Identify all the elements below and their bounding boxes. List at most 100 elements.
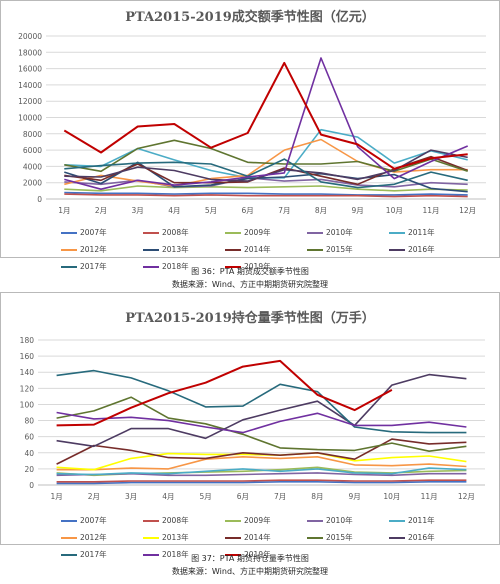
data-source: 数据来源：Wind、方正中期期货研究院整理 bbox=[171, 280, 329, 289]
legend-label: 2013年 bbox=[162, 533, 189, 542]
legend-swatch bbox=[61, 265, 77, 268]
legend-entry: 2010年 bbox=[307, 227, 389, 238]
series-line-2014年 bbox=[56, 438, 467, 465]
legend-swatch bbox=[389, 519, 405, 522]
legend-label: 2017年 bbox=[80, 262, 107, 271]
legend-entry: 2011年 bbox=[389, 227, 471, 238]
x-tick-label: 9月 bbox=[348, 492, 360, 501]
chart-title: PTA2015-2019成交额季节性图（亿元） bbox=[125, 10, 375, 25]
legend-swatch bbox=[389, 248, 405, 251]
legend-label: 2008年 bbox=[162, 516, 189, 525]
legend-label: 2010年 bbox=[326, 516, 353, 525]
legend-swatch bbox=[225, 265, 241, 268]
legend-entry: 2019年 bbox=[225, 261, 307, 272]
series-line-2007年 bbox=[64, 191, 468, 196]
figure-label: 图 36：PTA 期货成交额季节性图 bbox=[191, 267, 309, 276]
y-tick-label: 18000 bbox=[18, 48, 42, 57]
x-tick-label: 11月 bbox=[421, 492, 438, 501]
x-tick-label: 4月 bbox=[168, 206, 180, 215]
legend-label: 2007年 bbox=[80, 228, 107, 237]
legend-swatch bbox=[225, 519, 241, 522]
y-tick-label: 160 bbox=[20, 352, 35, 361]
legend-label: 2012年 bbox=[80, 245, 107, 254]
legend-swatch bbox=[389, 231, 405, 234]
legend-entry: 2009年 bbox=[225, 515, 307, 526]
legend-swatch bbox=[307, 536, 323, 539]
series-line-2015年 bbox=[64, 139, 468, 173]
turnover-chart-panel: PTA2015-2019成交额季节性图（亿元） 0 2000 4000 6000 800… bbox=[0, 0, 500, 271]
series-line-2019年 bbox=[56, 359, 393, 427]
series-line-2018年 bbox=[64, 57, 469, 190]
legend-entry: 2012年 bbox=[61, 532, 143, 543]
y-tick-label: 20000 bbox=[18, 32, 42, 41]
x-tick-label: 11月 bbox=[422, 206, 439, 215]
y-tick-label: 6000 bbox=[23, 146, 42, 155]
legend-swatch bbox=[143, 248, 159, 251]
series-line-2016年 bbox=[56, 373, 467, 448]
legend-entry: 2014年 bbox=[225, 244, 307, 255]
legend-swatch bbox=[389, 536, 405, 539]
legend-label: 2013年 bbox=[162, 245, 189, 254]
legend-label: 2014年 bbox=[244, 533, 271, 542]
legend-entry: 2013年 bbox=[143, 244, 225, 255]
data-source: 数据来源：Wind、方正中期期货研究院整理 bbox=[171, 567, 329, 576]
y-tick-label: 60 bbox=[24, 433, 34, 442]
series-line-2009年 bbox=[64, 185, 468, 192]
legend-entry: 2015年 bbox=[307, 244, 389, 255]
x-tick-label: 10月 bbox=[386, 206, 403, 215]
x-tick-label: 6月 bbox=[237, 492, 249, 501]
legend-entry: 2016年 bbox=[389, 532, 471, 543]
y-tick-label: 120 bbox=[20, 384, 35, 393]
legend-swatch bbox=[61, 519, 77, 522]
legend-label: 2016年 bbox=[408, 533, 435, 542]
x-tick-label: 7月 bbox=[278, 206, 290, 215]
legend-swatch bbox=[143, 231, 159, 234]
legend-entry: 2018年 bbox=[143, 261, 225, 272]
series-line-2018年 bbox=[56, 411, 467, 434]
y-tick-label: 180 bbox=[20, 336, 35, 345]
legend-entry: 2014年 bbox=[225, 532, 307, 543]
x-tick-label: 4月 bbox=[162, 492, 174, 501]
y-tick-label: 40 bbox=[24, 449, 34, 458]
legend-entry: 2019年 bbox=[225, 549, 307, 560]
x-tick-label: 2月 bbox=[95, 206, 107, 215]
open-interest-chart-panel: PTA2015-2019持仓量季节性图（万手） 0 20 40 60 80 100 120 1… bbox=[0, 292, 500, 559]
legend-label: 2018年 bbox=[162, 550, 189, 559]
y-tick-label: 10000 bbox=[18, 114, 42, 123]
legend-entry: 2017年 bbox=[61, 549, 143, 560]
legend-swatch bbox=[307, 231, 323, 234]
figure-37-caption: 图 37：PTA 期货持仓量季节性图 数据来源：Wind、方正中期期货研究院整理 bbox=[0, 552, 500, 578]
legend-entry: 2009年 bbox=[225, 227, 307, 238]
series-line-2013年 bbox=[56, 452, 467, 471]
legend-entry: 2012年 bbox=[61, 244, 143, 255]
x-tick-label: 3月 bbox=[132, 206, 144, 215]
y-tick-label: 16000 bbox=[18, 65, 42, 74]
x-tick-label: 8月 bbox=[311, 492, 323, 501]
legend-swatch bbox=[143, 553, 159, 556]
legend-swatch bbox=[61, 536, 77, 539]
legend-swatch bbox=[143, 536, 159, 539]
legend-label: 2010年 bbox=[326, 228, 353, 237]
series-line-2008年 bbox=[56, 479, 467, 483]
legend-label: 2014年 bbox=[244, 245, 271, 254]
legend-label: 2019年 bbox=[244, 262, 271, 271]
legend-swatch bbox=[225, 248, 241, 251]
legend-label: 2007年 bbox=[80, 516, 107, 525]
y-tick-label: 80 bbox=[24, 417, 34, 426]
legend-swatch bbox=[61, 553, 77, 556]
series-line-2013年 bbox=[64, 161, 468, 193]
legend-label: 2016年 bbox=[408, 245, 435, 254]
legend-label: 2017年 bbox=[80, 550, 107, 559]
chart-title: PTA2015-2019持仓量季节性图（万手） bbox=[125, 311, 375, 326]
x-tick-label: 5月 bbox=[205, 206, 217, 215]
legend-entry: 2018年 bbox=[143, 549, 225, 560]
x-tick-label: 1月 bbox=[58, 206, 70, 215]
legend-entry: 2017年 bbox=[61, 261, 143, 272]
legend-swatch bbox=[61, 248, 77, 251]
legend-label: 2018年 bbox=[162, 262, 189, 271]
series-line-2007年 bbox=[56, 481, 467, 485]
x-tick-label: 6月 bbox=[242, 206, 254, 215]
legend-entry: 2016年 bbox=[389, 244, 471, 255]
x-tick-label: 10月 bbox=[383, 492, 400, 501]
figure-36-caption: 图 36：PTA 期货成交额季节性图 数据来源：Wind、方正中期期货研究院整理 bbox=[0, 265, 500, 291]
